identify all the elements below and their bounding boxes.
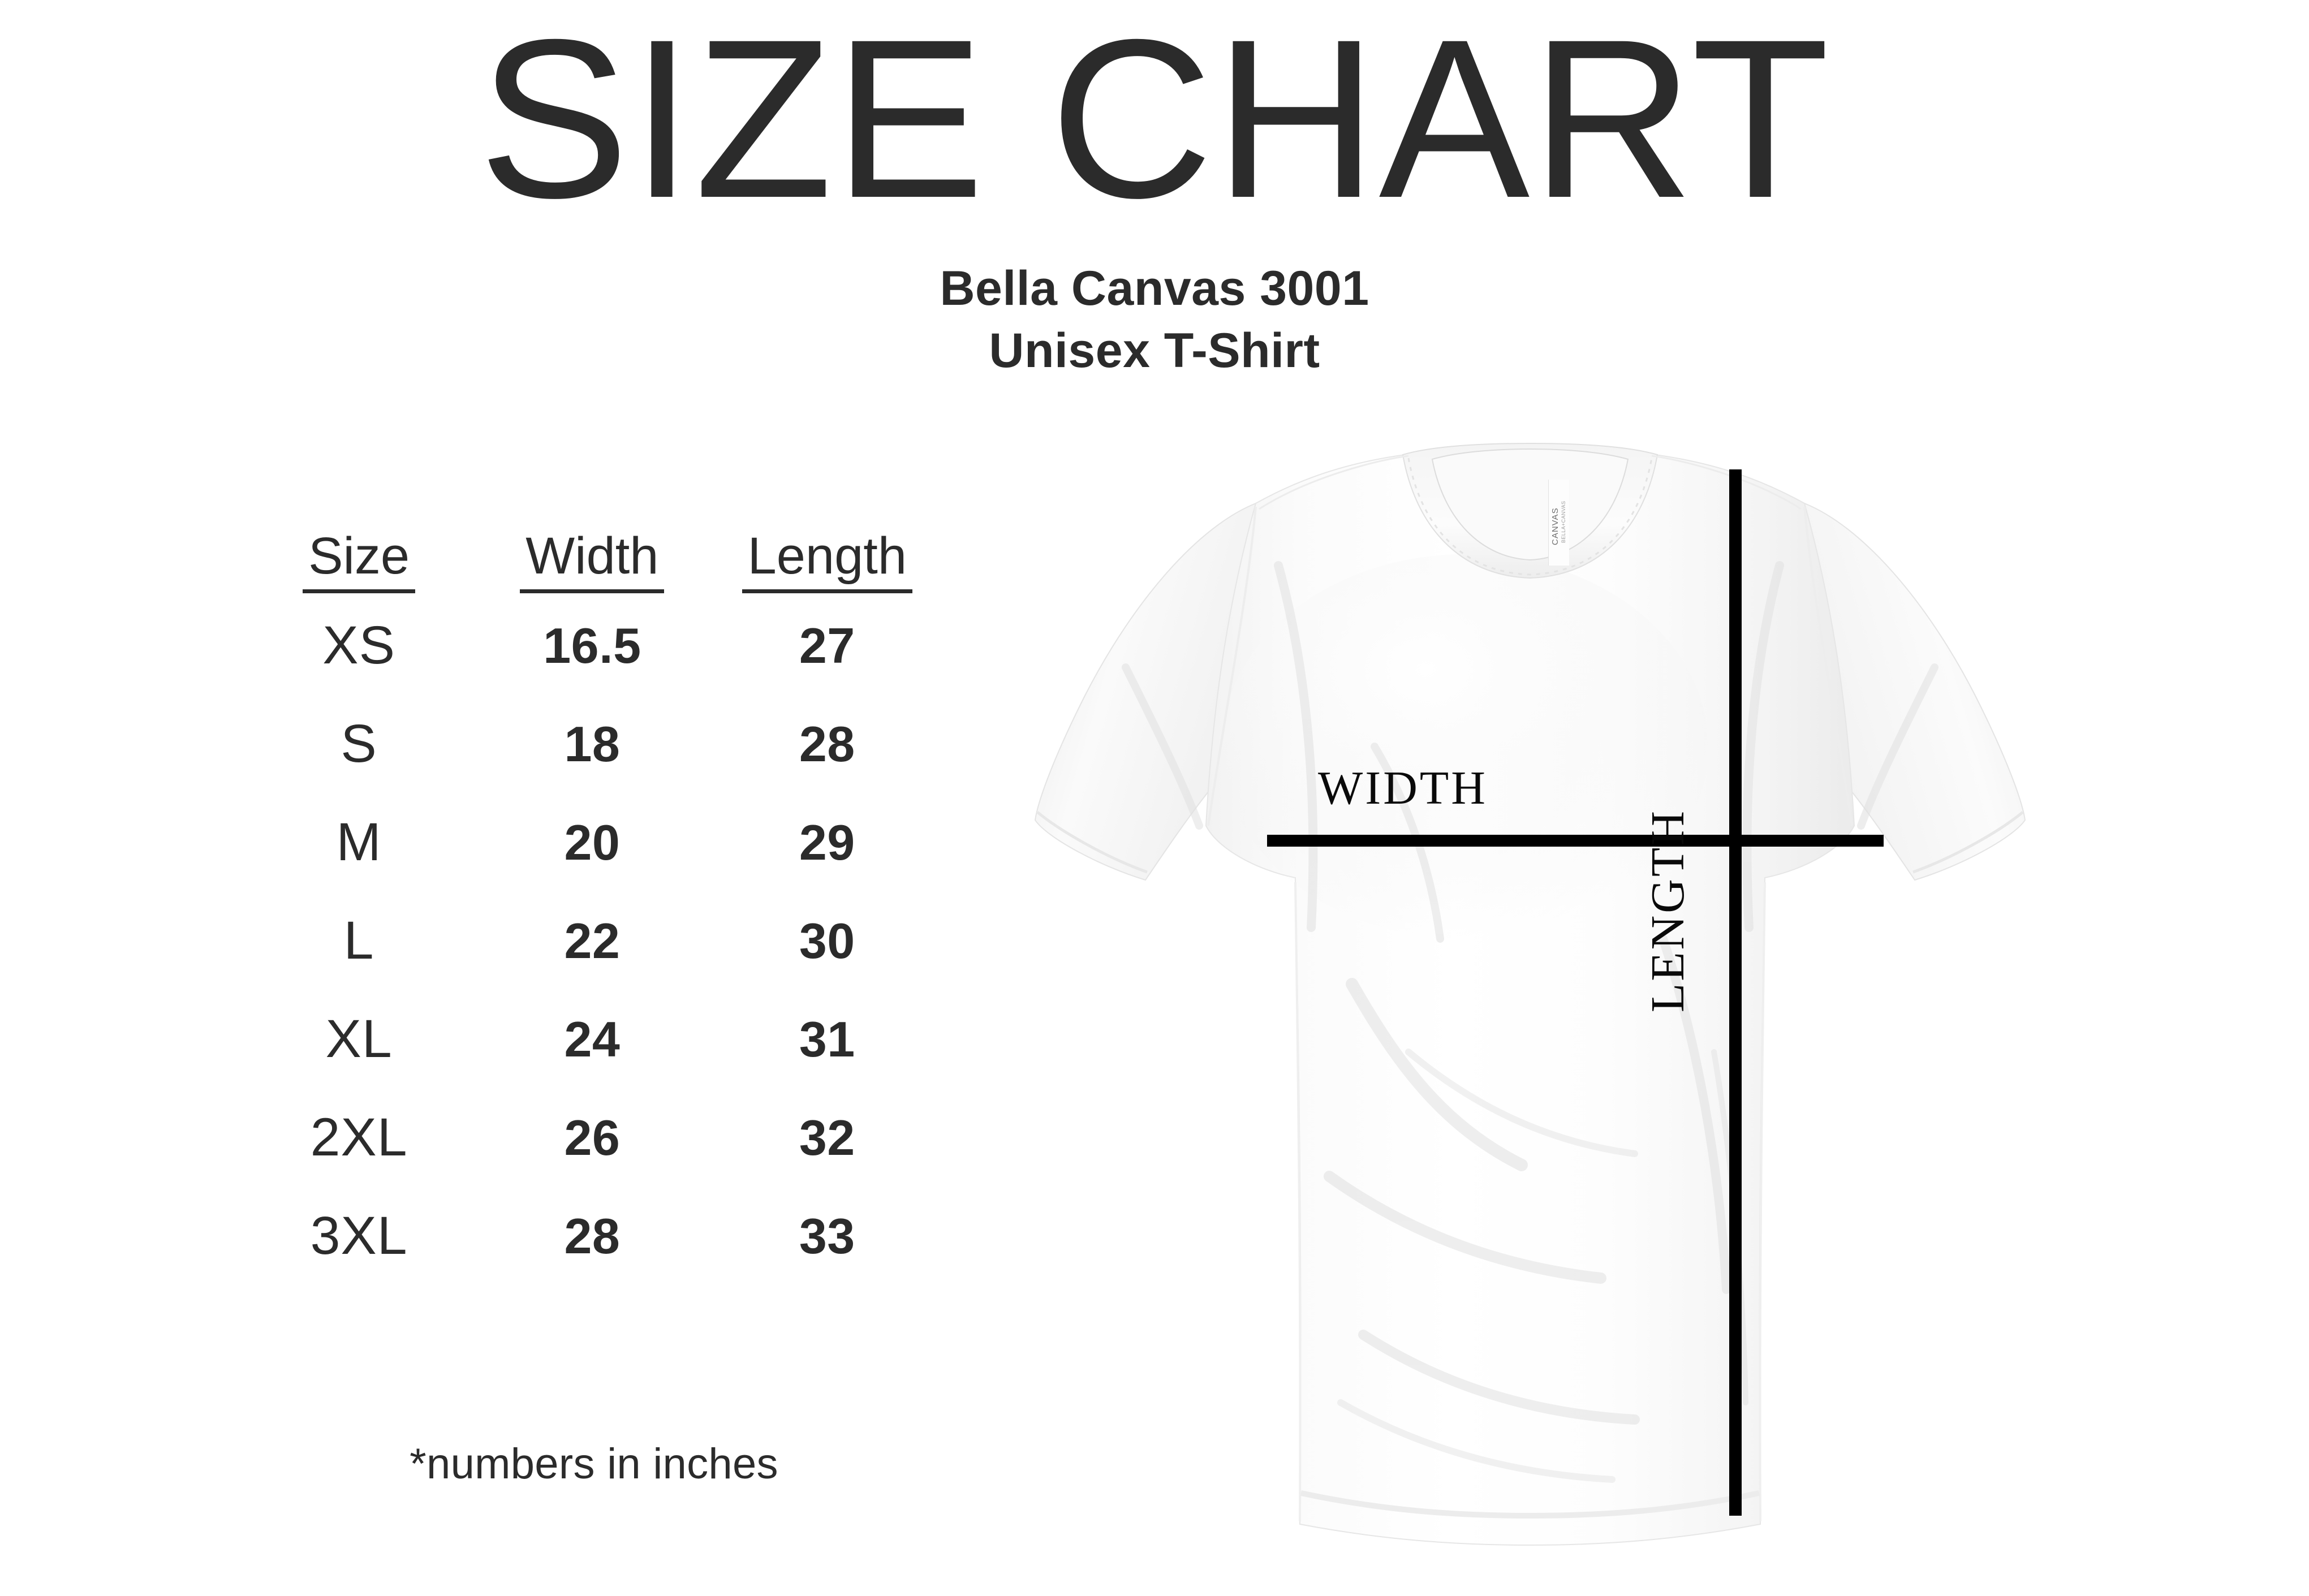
cell-length: 31: [799, 1011, 855, 1067]
table-row: S 18 28: [243, 695, 945, 793]
subtitle-block: Bella Canvas 3001 Unisex T-Shirt: [0, 257, 2309, 382]
subtitle-line-product: Unisex T-Shirt: [989, 323, 1320, 378]
cell-length: 33: [799, 1207, 855, 1264]
cell-size: M: [336, 812, 382, 873]
table-row: L 22 30: [243, 892, 945, 990]
column-header-size: Size: [243, 529, 475, 597]
tshirt-graphic: [1034, 442, 2026, 1546]
table-row: 3XL 28 33: [243, 1187, 945, 1286]
cell-width: 24: [564, 1011, 621, 1067]
neck-label-tag: CANVAS BELLA+CANVAS: [1548, 480, 1569, 566]
neck-tag-sub: BELLA+CANVAS: [1561, 501, 1566, 543]
cell-length: 28: [799, 715, 855, 772]
cell-width: 22: [564, 912, 621, 969]
cell-width: 16.5: [543, 617, 641, 674]
size-grid: Size Width Length XS 16.5 27 S 18 28: [243, 529, 945, 1286]
length-label: LENGTH: [1642, 809, 1694, 1012]
column-header-length: Length: [710, 529, 945, 597]
neck-tag-brand: CANVAS: [1550, 507, 1560, 545]
cell-width: 18: [564, 715, 621, 772]
cell-size: XL: [325, 1009, 393, 1069]
cell-length: 30: [799, 912, 855, 969]
cell-width: 26: [564, 1109, 621, 1166]
page-title: SIZE CHART: [478, 0, 1831, 245]
shirt-silhouette: [1034, 442, 2026, 1546]
units-footnote: *numbers in inches: [410, 1440, 778, 1488]
table-header-row: Size Width Length: [243, 529, 945, 597]
cell-length: 27: [799, 617, 855, 674]
table-row: 2XL 26 32: [243, 1089, 945, 1187]
cell-size: 2XL: [310, 1107, 408, 1168]
column-header-width: Width: [475, 529, 709, 597]
tshirt-illustration: CANVAS BELLA+CANVAS WIDTH LENGTH: [1013, 430, 2048, 1561]
table-row: M 20 29: [243, 793, 945, 892]
cell-length: 32: [799, 1109, 855, 1166]
cell-size: S: [341, 714, 377, 774]
cell-width: 20: [564, 814, 621, 870]
width-measurement-line: [1267, 835, 1884, 847]
cell-size: L: [343, 911, 374, 971]
cell-width: 28: [564, 1207, 621, 1264]
cell-length: 29: [799, 814, 855, 870]
cell-size: XS: [322, 615, 395, 676]
width-label: WIDTH: [1318, 762, 1488, 814]
table-row: XL 24 31: [243, 990, 945, 1089]
subtitle-line-brand: Bella Canvas 3001: [940, 261, 1369, 316]
cell-size: 3XL: [310, 1206, 408, 1266]
table-row: XS 16.5 27: [243, 597, 945, 695]
size-table: Size Width Length XS 16.5 27 S 18 28: [243, 529, 945, 1286]
length-measurement-line: [1729, 469, 1742, 1516]
